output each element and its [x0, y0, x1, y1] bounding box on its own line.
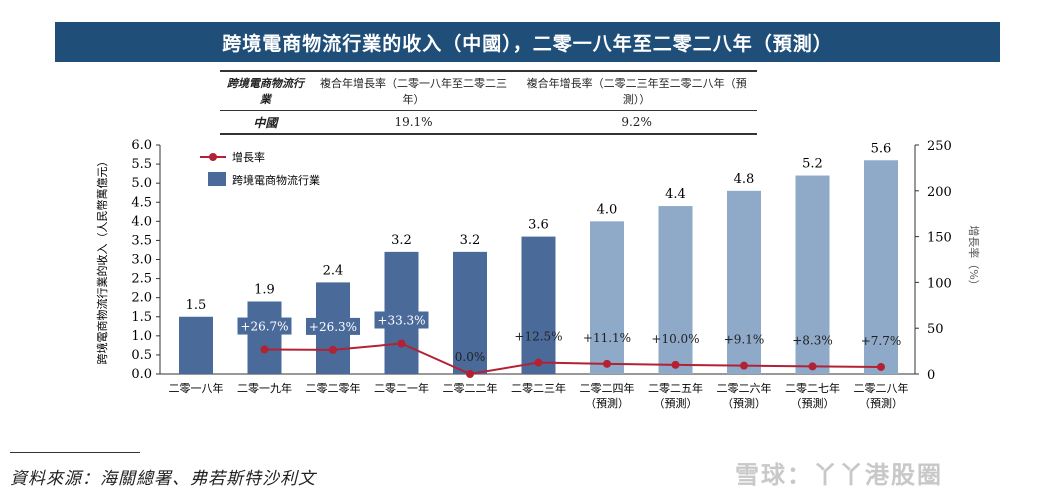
watermark: 雪球：丫丫港股圈 — [735, 461, 943, 489]
x-tick-label-sub: （預測） — [722, 396, 766, 410]
x-tick-label: 二零二三年 — [511, 381, 566, 395]
x-tick-label-sub: （預測） — [791, 396, 835, 410]
divider — [10, 452, 140, 453]
bar — [247, 301, 282, 374]
x-tick-label: 二零二一年 — [374, 381, 429, 395]
x-tick-label: 二零一九年 — [237, 381, 292, 395]
x-tick-label-sub: （預測） — [585, 396, 629, 410]
bar — [727, 190, 761, 374]
y-axis-label: 跨境電商物流行業的收入（人民幣萬億元） — [95, 156, 109, 365]
growth-value-label: +12.5% — [514, 330, 562, 344]
source-note: 資料來源：海關總署、弗若斯特沙利文 — [10, 469, 316, 489]
y-tick-label: 1.0 — [131, 329, 152, 344]
growth-label-box — [374, 311, 429, 329]
y-tick-label: 0.5 — [131, 348, 152, 363]
growth-value-label: +7.7% — [861, 334, 902, 348]
y2-axis-label: 增長率（%） — [967, 225, 981, 290]
growth-value-label: +9.1% — [724, 333, 765, 347]
y-tick-label: 4.0 — [131, 214, 152, 229]
x-tick-label: 二零二四年 — [580, 381, 635, 395]
growth-value-label: +26.7% — [240, 320, 288, 334]
growth-point — [466, 370, 474, 378]
cagr-table: 跨境電商物流行業 複合年增長率（二零一八年至二零二三年） 複合年增長率（二零二三… — [220, 70, 757, 135]
bar-value-label: 4.8 — [734, 172, 755, 187]
bar — [658, 206, 693, 374]
growth-value-label: +8.3% — [792, 333, 833, 347]
legend-label: 增長率 — [232, 150, 265, 164]
bar-value-label: 2.4 — [323, 263, 344, 278]
y-tick-label: 4.5 — [131, 195, 152, 210]
y-tick-label: 6.0 — [131, 138, 152, 153]
bar-value-label: 3.2 — [460, 233, 481, 248]
growth-point — [603, 359, 611, 368]
bar-value-label: 3.6 — [528, 218, 549, 233]
x-tick-label: 二零一八年 — [169, 381, 224, 395]
y-tick-label: 1.5 — [131, 310, 152, 325]
table-header: 複合年增長率（二零一八年至二零二三年） — [320, 77, 508, 106]
table-header: 跨境電商物流行業 — [226, 77, 304, 106]
y-tick-label: 3.5 — [131, 233, 152, 248]
growth-value-label: +26.3% — [309, 320, 357, 334]
y-tick-label: 3.0 — [131, 253, 152, 268]
table-header: 複合年增長率（二零二三年至二零二八年（預測）） — [526, 77, 747, 106]
bar-value-label: 4.0 — [597, 202, 618, 217]
bar — [521, 236, 556, 374]
x-tick-label: 二零二六年 — [717, 381, 772, 395]
y2-tick-label: 200 — [927, 185, 952, 200]
growth-point — [534, 358, 543, 367]
y2-tick-label: 50 — [927, 322, 944, 337]
legend-label: 跨境電商物流行業 — [232, 173, 320, 187]
growth-value-label: +11.1% — [583, 331, 631, 345]
bar-value-label: 1.5 — [186, 298, 207, 313]
growth-point — [260, 345, 269, 354]
x-tick-label: 二零二八年 — [854, 381, 909, 395]
x-tick-label: 二零二七年 — [785, 381, 840, 395]
bar — [795, 175, 830, 374]
y-tick-label: 5.5 — [131, 157, 152, 172]
growth-point — [329, 345, 337, 354]
bar-value-label: 3.2 — [391, 233, 412, 248]
bar-value-label: 1.9 — [254, 282, 275, 297]
growth-label-box — [306, 317, 360, 335]
bar-value-label: 5.6 — [871, 141, 892, 156]
y2-tick-label: 150 — [927, 231, 952, 246]
legend-marker-icon — [209, 153, 217, 161]
y-tick-label: 5.0 — [131, 176, 152, 191]
x-tick-label: 二零二零年 — [306, 381, 361, 395]
table-cell: 19.1% — [394, 115, 433, 129]
table-row: 中國 19.1% 9.2% — [220, 111, 757, 134]
growth-line — [264, 342, 882, 376]
bar-value-label: 4.4 — [665, 187, 686, 202]
y2-tick-label: 250 — [927, 139, 952, 154]
growth-point — [808, 362, 817, 371]
growth-value-label: 0.0% — [455, 350, 486, 364]
y2-tick-label: 0 — [927, 368, 935, 383]
growth-value-label: +33.3% — [377, 313, 425, 327]
y2-tick-label: 100 — [927, 276, 952, 291]
bar — [179, 316, 213, 374]
growth-point — [877, 362, 885, 371]
x-tick-label: 二零二二年 — [443, 381, 498, 395]
table-cell: 中國 — [253, 115, 278, 130]
table-cell: 9.2% — [621, 115, 652, 129]
x-tick-label-sub: （預測） — [859, 396, 903, 410]
bar — [590, 221, 624, 374]
bar — [864, 160, 898, 374]
chart-title: 跨境電商物流行業的收入（中國），二零一八年至二零二八年（預測） — [55, 22, 1000, 62]
growth-value-label: +10.0% — [651, 332, 699, 346]
y-tick-label: 2.0 — [131, 291, 152, 306]
growth-point — [397, 339, 406, 348]
growth-label-box — [237, 317, 292, 335]
growth-point — [671, 360, 680, 369]
x-tick-label-sub: （預測） — [654, 396, 698, 410]
growth-point — [740, 361, 748, 370]
legend-bar-icon — [208, 172, 226, 186]
x-tick-label: 二零二五年 — [648, 381, 703, 395]
y-tick-label: 0.0 — [131, 367, 152, 382]
y-tick-label: 2.5 — [131, 272, 152, 287]
bar-value-label: 5.2 — [802, 157, 823, 172]
bar — [453, 251, 487, 374]
